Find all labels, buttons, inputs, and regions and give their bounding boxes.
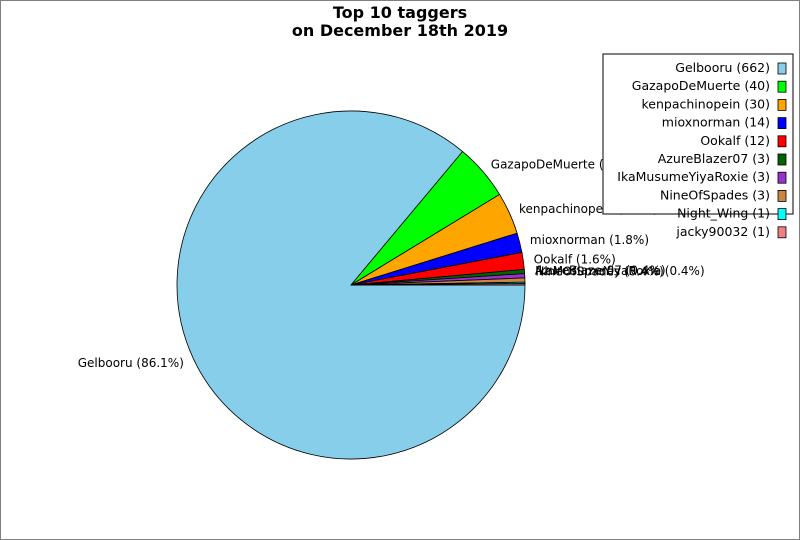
legend: Gelbooru (662) GazapoDeMuerte (40) kenpach… — [602, 53, 794, 239]
legend-swatch-mioxnorman — [777, 117, 787, 129]
legend-label-ikamusumeyiyaroxie: IkaMusumeYiyaRoxie (3) — [617, 169, 770, 184]
legend-swatch-jacky90032 — [777, 226, 787, 239]
slice-label-nineofspades: NineOfSpades (0.4%) — [535, 265, 663, 279]
chart-subtitle: on December 18th 2019 — [292, 21, 508, 40]
legend-swatch-ikamusumeyiyaroxie — [777, 171, 787, 184]
legend-label-mioxnorman: mioxnorman (14) — [662, 115, 770, 130]
legend-swatch-azureblazer07 — [777, 153, 787, 166]
legend-label-ookalf: Ookalf (12) — [700, 133, 770, 148]
chart-title: Top 10 taggers — [333, 3, 467, 22]
legend-box — [602, 53, 794, 215]
legend-label-azureblazer07: AzureBlazer07 (3) — [658, 151, 770, 166]
legend-swatch-nineofspades — [777, 189, 787, 202]
slice-label-gelbooru: Gelbooru (86.1%) — [78, 356, 184, 370]
legend-swatch-kenpachinopein — [777, 99, 787, 111]
pie-slice-jacky90032 — [350, 283, 526, 286]
slice-label-gazapodemuerte: GazapoDeMuerte (5.2%) — [491, 158, 639, 172]
legend-swatch-gazapodemuerte — [777, 80, 787, 93]
legend-label-kenpachinopein: kenpachinopein (30) — [642, 96, 771, 111]
slice-label-azureblazer07: AzureBlazer07 (0.4%) — [535, 264, 666, 278]
slice-label-ookalf: Ookalf (1.6%) — [534, 252, 616, 266]
slice-label-ikamusumeyiyaroxie: IkaMusumeYiyaRoxie (0.4%) — [535, 264, 704, 278]
legend-label-nineofspades: NineOfSpades (3) — [660, 187, 770, 202]
legend-swatch-night-wing — [777, 208, 787, 221]
slice-label-mioxnorman: mioxnorman (1.8%) — [530, 233, 649, 247]
legend-label-gelbooru: Gelbooru (662) — [675, 60, 770, 75]
pie-slices — [176, 110, 526, 460]
legend-swatch-ookalf — [777, 135, 787, 148]
legend-label-night-wing: Night_Wing (1) — [677, 206, 770, 221]
legend-swatch-gelbooru — [777, 62, 787, 75]
legend-label-gazapodemuerte: GazapoDeMuerte (40) — [632, 78, 770, 93]
legend-label-jacky90032: jacky90032 (1) — [675, 224, 770, 239]
